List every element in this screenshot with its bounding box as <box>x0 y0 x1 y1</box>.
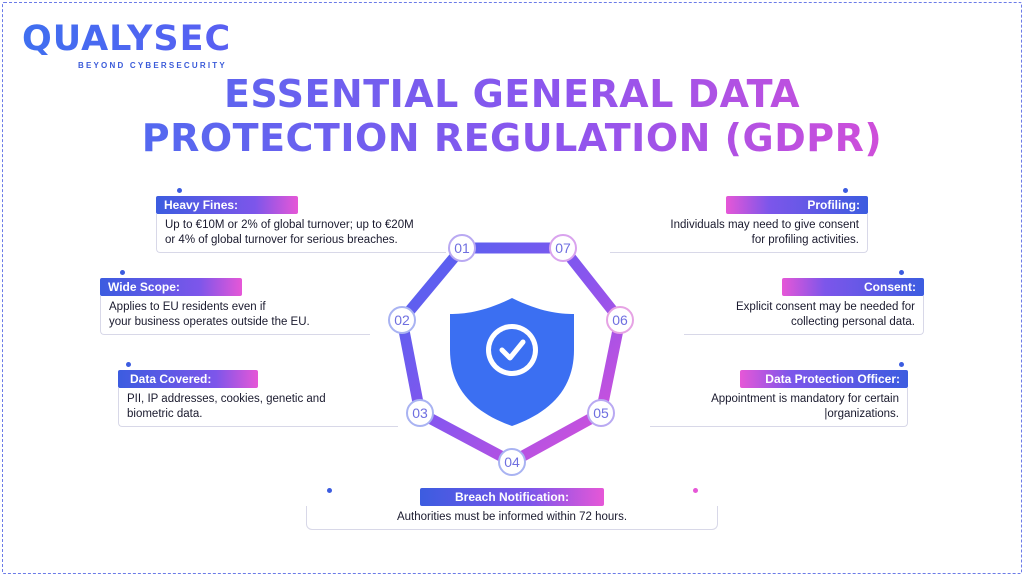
card-dot <box>327 488 332 493</box>
card-dot <box>120 270 125 275</box>
card-text: Authorities must be informed within 72 h… <box>396 511 628 523</box>
card-body: Appointment is mandatory for certain |or… <box>650 388 908 427</box>
card-dot <box>126 362 131 367</box>
shield-check-icon <box>450 298 574 426</box>
card-label: Consent: <box>782 278 924 296</box>
card-text: Individuals may need to give consent <box>670 219 859 231</box>
node-03: 03 <box>406 399 434 427</box>
card-text: your business operates outside the EU. <box>109 316 310 328</box>
qualysec-logo[interactable]: QUALYSEC BEYOND CYBERSECURITY <box>22 16 252 72</box>
node-05: 05 <box>587 399 615 427</box>
card-dot <box>843 188 848 193</box>
card-label: Breach Notification: <box>420 488 604 506</box>
card-text: collecting personal data. <box>790 316 915 328</box>
node-02: 02 <box>388 306 416 334</box>
node-07-label: 07 <box>555 240 571 256</box>
node-04: 04 <box>498 448 526 476</box>
node-04-label: 04 <box>504 454 520 470</box>
card-label: Data Covered: <box>118 370 258 388</box>
card-text: or 4% of global turnover for serious bre… <box>165 234 398 246</box>
card-label: Wide Scope: <box>100 278 242 296</box>
card-text: for profiling activities. <box>751 234 859 246</box>
node-05-label: 05 <box>593 405 609 421</box>
logo-tagline: BEYOND CYBERSECURITY <box>78 61 227 70</box>
card-label: Heavy Fines: <box>156 196 298 214</box>
card-dot <box>899 362 904 367</box>
card-text: |organizations. <box>824 408 899 420</box>
card-body: Authorities must be informed within 72 h… <box>306 506 718 530</box>
card-body: Applies to EU residents even if your bus… <box>100 296 370 335</box>
card-dot <box>693 488 698 493</box>
node-02-label: 02 <box>394 312 410 328</box>
card-text: Explicit consent may be needed for <box>736 301 915 313</box>
title-line-2: PROTECTION REGULATION (GDPR) <box>0 116 1024 160</box>
logo-wordmark: QUALYSEC <box>22 16 231 62</box>
node-01-label: 01 <box>454 240 470 256</box>
node-06-label: 06 <box>612 312 628 328</box>
card-dot <box>177 188 182 193</box>
card-text: PII, IP addresses, cookies, genetic and <box>127 393 326 405</box>
node-03-label: 03 <box>412 405 428 421</box>
card-body: Up to €10M or 2% of global turnover; up … <box>156 214 446 253</box>
card-body: PII, IP addresses, cookies, genetic and … <box>118 388 398 427</box>
title-line-1: ESSENTIAL GENERAL DATA <box>0 72 1024 116</box>
page-title: ESSENTIAL GENERAL DATA PROTECTION REGULA… <box>0 72 1024 160</box>
node-07: 07 <box>549 234 577 262</box>
node-06: 06 <box>606 306 634 334</box>
card-label: Data Protection Officer: <box>740 370 908 388</box>
card-dot <box>899 270 904 275</box>
card-body: Explicit consent may be needed for colle… <box>684 296 924 335</box>
card-text: Appointment is mandatory for certain <box>711 393 899 405</box>
card-text: biometric data. <box>127 408 203 420</box>
card-body: Individuals may need to give consent for… <box>610 214 868 253</box>
heptagon-ring <box>396 242 626 468</box>
card-text: Applies to EU residents even if <box>109 301 266 313</box>
node-01: 01 <box>448 234 476 262</box>
card-text: Up to €10M or 2% of global turnover; up … <box>165 219 414 231</box>
card-label: Profiling: <box>726 196 868 214</box>
